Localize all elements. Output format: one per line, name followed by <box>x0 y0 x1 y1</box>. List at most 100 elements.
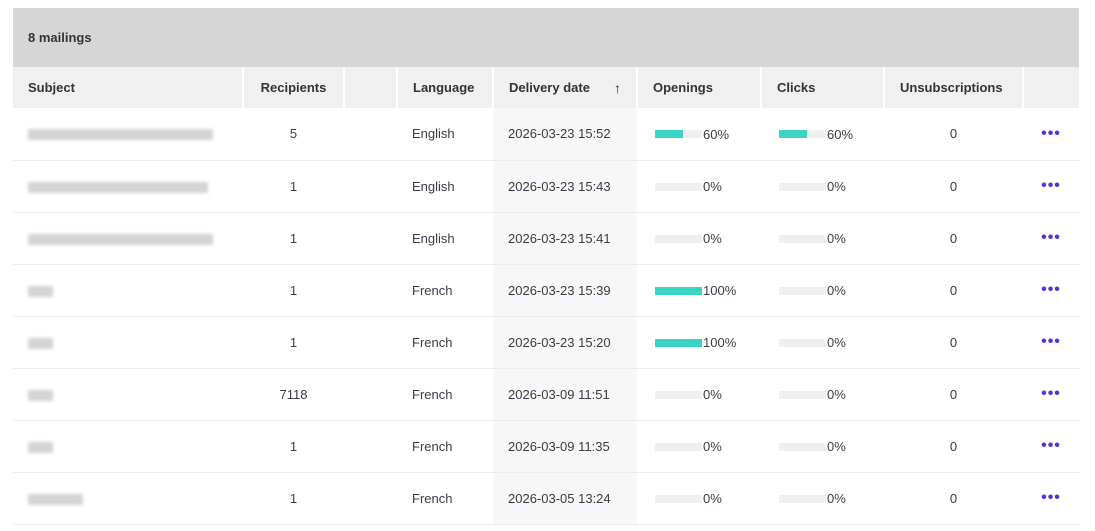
subject-cell[interactable] <box>13 212 243 265</box>
more-options-icon[interactable]: ••• <box>1041 281 1061 298</box>
delivery-date-cell: 2026-03-23 15:41 <box>493 212 637 265</box>
col-delivery-date[interactable]: Delivery date ↑ <box>492 67 637 108</box>
table-row[interactable]: 1 French 2026-03-05 13:24 0% 0% 0 ••• <box>13 472 1079 525</box>
openings-percent: 100% <box>703 335 737 351</box>
openings-cell: 0% <box>637 472 761 525</box>
openings-cell: 0% <box>637 160 761 213</box>
header-row: Subject Recipients Language Delivery dat… <box>13 67 1079 108</box>
clicks-bar <box>779 494 826 503</box>
blurred-subject <box>28 181 208 193</box>
language-cell: French <box>397 316 493 369</box>
openings-percent: 0% <box>703 179 722 195</box>
clicks-bar <box>779 234 826 243</box>
recipients-cell: 1 <box>243 472 344 525</box>
table-row[interactable]: 1 French 2026-03-23 15:20 100% 0% 0 ••• <box>13 316 1079 369</box>
language-cell: English <box>397 160 493 213</box>
more-options-icon[interactable]: ••• <box>1041 437 1061 454</box>
openings-bar-fill <box>655 286 702 295</box>
openings-percent: 0% <box>703 491 722 507</box>
recipients-cell: 1 <box>243 420 344 473</box>
language-cell: English <box>397 212 493 265</box>
unsubscriptions-cell: 0 <box>884 472 1023 525</box>
clicks-percent: 0% <box>827 283 846 299</box>
openings-bar <box>655 286 702 295</box>
subject-cell[interactable] <box>13 108 243 161</box>
clicks-percent: 0% <box>827 491 846 507</box>
delivery-date-cell: 2026-03-09 11:51 <box>493 368 637 421</box>
more-options-icon[interactable]: ••• <box>1041 229 1061 246</box>
clicks-percent: 0% <box>827 439 846 455</box>
openings-percent: 0% <box>703 231 722 247</box>
subject-cell[interactable] <box>13 316 243 369</box>
actions-cell: ••• <box>1023 420 1079 473</box>
blank-cell <box>344 368 397 421</box>
recipients-cell: 1 <box>243 264 344 317</box>
blurred-subject <box>28 493 83 505</box>
language-cell: French <box>397 472 493 525</box>
recipients-cell: 1 <box>243 316 344 369</box>
openings-cell: 60% <box>637 108 761 161</box>
subject-cell[interactable] <box>13 368 243 421</box>
blank-cell <box>344 108 397 161</box>
table-row[interactable]: 1 French 2026-03-09 11:35 0% 0% 0 ••• <box>13 420 1079 473</box>
openings-percent: 100% <box>703 283 737 299</box>
unsubscriptions-cell: 0 <box>884 368 1023 421</box>
table-row[interactable]: 1 English 2026-03-23 15:43 0% 0% 0 ••• <box>13 160 1079 213</box>
openings-bar <box>655 338 702 347</box>
col-openings[interactable]: Openings <box>636 67 761 108</box>
col-blank <box>343 67 397 108</box>
more-options-icon[interactable]: ••• <box>1041 124 1061 142</box>
unsubscriptions-cell: 0 <box>884 212 1023 265</box>
table-row[interactable]: 1 French 2026-03-23 15:39 100% 0% 0 ••• <box>13 264 1079 317</box>
blurred-subject <box>28 129 213 141</box>
subject-cell[interactable] <box>13 472 243 525</box>
openings-bar <box>655 130 702 139</box>
actions-cell: ••• <box>1023 264 1079 317</box>
openings-cell: 0% <box>637 420 761 473</box>
subject-cell[interactable] <box>13 160 243 213</box>
clicks-percent: 0% <box>827 335 846 351</box>
more-options-icon[interactable]: ••• <box>1041 177 1061 194</box>
blurred-subject <box>28 441 53 453</box>
blurred-subject <box>28 285 53 297</box>
subject-cell[interactable] <box>13 420 243 473</box>
actions-cell: ••• <box>1023 108 1079 161</box>
clicks-bar <box>779 390 826 399</box>
clicks-bar <box>779 338 826 347</box>
actions-cell: ••• <box>1023 368 1079 421</box>
unsubscriptions-cell: 0 <box>884 160 1023 213</box>
clicks-cell: 0% <box>761 472 884 525</box>
col-subject[interactable]: Subject <box>13 67 243 108</box>
clicks-cell: 0% <box>761 316 884 369</box>
clicks-bar <box>779 182 826 191</box>
clicks-percent: 0% <box>827 231 846 247</box>
table-row[interactable]: 7118 French 2026-03-09 11:51 0% 0% 0 ••• <box>13 368 1079 421</box>
blank-cell <box>344 264 397 317</box>
more-options-icon[interactable]: ••• <box>1041 385 1061 402</box>
col-clicks[interactable]: Clicks <box>760 67 884 108</box>
more-options-icon[interactable]: ••• <box>1041 489 1061 506</box>
col-language[interactable]: Language <box>396 67 493 108</box>
actions-cell: ••• <box>1023 472 1079 525</box>
more-options-icon[interactable]: ••• <box>1041 333 1061 350</box>
blank-cell <box>344 472 397 525</box>
col-recipients[interactable]: Recipients <box>242 67 344 108</box>
language-cell: French <box>397 264 493 317</box>
delivery-date-cell: 2026-03-09 11:35 <box>493 420 637 473</box>
blank-cell <box>344 316 397 369</box>
table-row[interactable]: 1 English 2026-03-23 15:41 0% 0% 0 ••• <box>13 212 1079 265</box>
blank-cell <box>344 160 397 213</box>
clicks-cell: 0% <box>761 420 884 473</box>
openings-percent: 60% <box>703 126 730 142</box>
clicks-bar-fill <box>779 130 808 139</box>
table-row[interactable]: 5 English 2026-03-23 15:52 60% 60% 0 ••• <box>13 108 1079 161</box>
openings-bar <box>655 182 702 191</box>
col-unsubscriptions[interactable]: Unsubscriptions <box>883 67 1023 108</box>
clicks-cell: 0% <box>761 212 884 265</box>
subject-cell[interactable] <box>13 264 243 317</box>
clicks-bar <box>779 130 826 139</box>
arrow-up-icon[interactable]: ↑ <box>614 79 621 96</box>
delivery-date-cell: 2026-03-23 15:20 <box>493 316 637 369</box>
delivery-date-cell: 2026-03-23 15:43 <box>493 160 637 213</box>
unsubscriptions-cell: 0 <box>884 316 1023 369</box>
